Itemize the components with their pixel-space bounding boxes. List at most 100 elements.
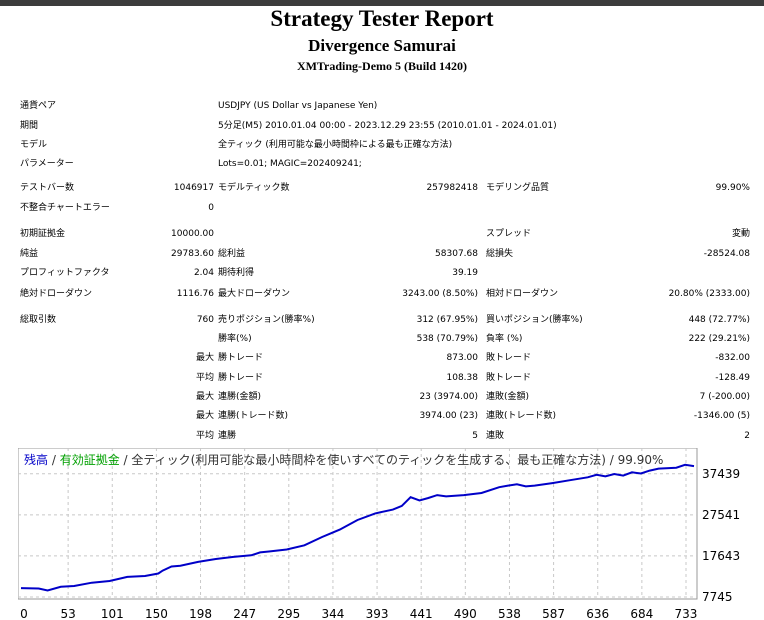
rel-drawdown-label: 相対ドローダウン: [486, 289, 559, 299]
spread-label: スプレッド: [486, 229, 532, 239]
profit-factor-label: プロフィットファクタ: [20, 268, 110, 278]
symbol-label: 通貨ペア: [20, 101, 57, 111]
balance-series-line: [20, 463, 695, 592]
avg-label-2: 平均: [195, 431, 214, 441]
spread-value: 変動: [731, 229, 750, 239]
avg-cons-loss-label: 連敗: [486, 431, 505, 441]
chart-plot-area: [18, 448, 698, 600]
gross-profit-value: 58307.68: [435, 249, 478, 259]
max-label-2: 最大: [195, 392, 214, 402]
deposit-label: 初期証拠金: [20, 229, 66, 239]
report-title: Strategy Tester Report: [270, 6, 494, 31]
ticks-label: モデルティック数: [218, 183, 290, 193]
max-label-1: 最大: [195, 353, 214, 363]
avg-cons-loss-value: 2: [744, 431, 750, 441]
cons-win-money-value: 23 (3974.00): [419, 392, 478, 402]
largest-loss-value: -832.00: [715, 353, 750, 363]
avg-win-value: 108.38: [446, 373, 479, 383]
x-tick-label: 247: [233, 607, 256, 620]
legend-separator: /: [48, 453, 60, 467]
parameters-label: パラメーター: [20, 159, 74, 169]
mismatch-value: 0: [208, 203, 214, 213]
short-positions-value: 312 (67.95%): [416, 315, 478, 325]
period-value: 5分足(M5) 2010.01.04 00:00 - 2023.12.29 23…: [218, 121, 557, 131]
chart-vertical-grid: [67, 448, 687, 599]
gross-loss-value: -28524.08: [703, 249, 750, 259]
short-positions-label: 売りポジション(勝率%): [218, 315, 315, 325]
win-rate-label: 勝率(%): [218, 334, 252, 344]
largest-win-label: 勝トレード: [218, 353, 264, 363]
x-tick-label: 295: [277, 607, 300, 620]
long-positions-value: 448 (72.77%): [688, 315, 750, 325]
profit-factor-value: 2.04: [193, 268, 214, 278]
ea-name: Divergence Samurai: [308, 36, 456, 55]
cons-loss-count-value: -1346.00 (5): [693, 411, 750, 421]
total-trades-label: 総取引数: [20, 315, 57, 325]
x-tick-label: 53: [60, 607, 75, 620]
chart-x-axis: 0 53 101 150 198 247 295 344 393 441 490 538 587 636 6…: [20, 607, 697, 620]
window-top-bar: [0, 0, 764, 6]
long-positions-label: 買いポジション(勝率%): [486, 315, 583, 325]
server-build: XMTrading-Demo 5 (Build 1420): [296, 59, 468, 73]
model-value: 全ティック (利用可能な最小時間枠による最も正確な方法): [218, 140, 453, 150]
deposit-value: 10000.00: [171, 229, 214, 239]
expected-payoff-label: 期待利得: [218, 268, 255, 278]
gross-loss-label: 総損失: [486, 249, 514, 259]
cons-loss-money-value: 7 (-200.00): [699, 392, 750, 402]
chart-horizontal-grid: [18, 473, 697, 598]
quality-label: モデリング品質: [486, 183, 550, 193]
x-tick-label: 0: [20, 607, 28, 620]
cons-loss-count-label: 連敗(トレード数): [486, 411, 557, 421]
quality-value: 99.90%: [715, 183, 750, 193]
max-label-3: 最大: [195, 411, 214, 421]
avg-cons-win-label: 連勝: [218, 431, 237, 441]
abs-drawdown-value: 1116.76: [176, 289, 214, 299]
gross-profit-label: 総利益: [218, 249, 246, 259]
loss-rate-label: 負率 (%): [486, 334, 523, 344]
x-tick-label: 393: [366, 607, 389, 620]
symbol-value: USDJPY (US Dollar vs Japanese Yen): [218, 101, 378, 111]
expected-payoff-value: 39.19: [452, 268, 478, 278]
x-tick-label: 490: [454, 607, 477, 620]
balance-chart: 37439 27541 17643 7745 0 53 101 150 198 247 295 34…: [18, 448, 740, 620]
abs-drawdown-label: 絶対ドローダウン: [20, 289, 93, 299]
y-tick-label: 7745: [702, 590, 733, 604]
avg-loss-value: -128.49: [715, 373, 750, 383]
rel-drawdown-value: 20.80% (2333.00): [668, 289, 750, 299]
x-tick-label: 636: [586, 607, 609, 620]
total-trades-value: 760: [196, 315, 214, 325]
x-tick-label: 441: [410, 607, 433, 620]
chart-legend: 残高 / 有効証拠金 / 全ティック(利用可能な最小時間枠を使いすべてのティック…: [24, 452, 663, 467]
x-tick-label: 101: [101, 607, 124, 620]
period-label: 期間: [20, 121, 39, 131]
max-drawdown-label: 最大ドローダウン: [218, 289, 291, 299]
largest-win-value: 873.00: [446, 353, 479, 363]
x-tick-label: 587: [542, 607, 565, 620]
y-tick-label: 37439: [702, 467, 740, 481]
cons-win-count-label: 連勝(トレード数): [218, 411, 289, 421]
mismatch-label: 不整合チャートエラー: [20, 203, 110, 213]
x-tick-label: 150: [145, 607, 168, 620]
y-tick-label: 17643: [702, 549, 740, 563]
win-rate-value: 538 (70.79%): [416, 334, 478, 344]
cons-win-money-label: 連勝(金額): [218, 392, 262, 402]
legend-equity: 有効証拠金: [60, 452, 120, 467]
x-tick-label: 538: [498, 607, 521, 620]
parameters-value: Lots=0.01; MAGIC=202409241;: [218, 159, 362, 169]
legend-balance: 残高: [24, 452, 48, 467]
loss-rate-value: 222 (29.21%): [688, 334, 750, 344]
net-profit-label: 純益: [20, 249, 39, 259]
avg-win-label: 勝トレード: [218, 373, 264, 383]
bars-label: テストバー数: [20, 183, 75, 193]
cons-loss-money-label: 連敗(金額): [486, 392, 530, 402]
max-drawdown-value: 3243.00 (8.50%): [402, 289, 478, 299]
net-profit-value: 29783.60: [171, 249, 214, 259]
model-label: モデル: [20, 140, 48, 150]
cons-win-count-value: 3974.00 (23): [419, 411, 478, 421]
avg-label-1: 平均: [195, 373, 214, 383]
x-tick-label: 198: [189, 607, 212, 620]
ticks-value: 257982418: [426, 183, 478, 193]
y-tick-label: 27541: [702, 508, 740, 522]
legend-description: / 全ティック(利用可能な最小時間枠を使いすべてのティックを生成する、最も正確な…: [120, 452, 664, 467]
chart-y-axis: 37439 27541 17643 7745: [702, 467, 740, 604]
